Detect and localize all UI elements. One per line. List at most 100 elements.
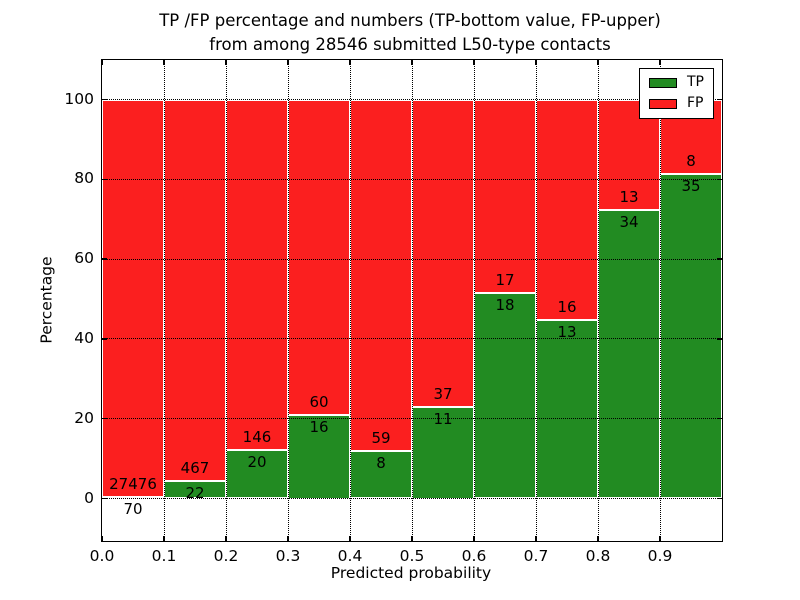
fp-bar-segment xyxy=(474,99,536,294)
x-tick-mark xyxy=(163,536,165,541)
legend: TP FP xyxy=(639,68,714,119)
y-tick-mark xyxy=(102,178,107,181)
x-tick-label: 0.2 xyxy=(213,547,239,565)
y-tick-mark-right xyxy=(717,497,722,500)
tp-legend-label: TP xyxy=(687,74,704,90)
x-tick-label: 0.7 xyxy=(523,547,549,565)
x-tick-mark-top xyxy=(349,60,351,65)
chart-title: TP /FP percentage and numbers (TP-bottom… xyxy=(90,9,730,56)
tp-count-label: 70 xyxy=(123,500,143,519)
fp-bar-segment xyxy=(226,99,288,451)
tp-bar-segment xyxy=(536,319,598,499)
x-tick-mark xyxy=(101,536,103,541)
y-tick-mark xyxy=(102,497,107,500)
x-tick-mark xyxy=(287,536,289,541)
x-tick-mark xyxy=(225,536,227,541)
fp-legend-swatch xyxy=(649,98,677,109)
grid-line-v xyxy=(163,60,165,541)
y-tick-mark-right xyxy=(717,338,722,340)
fp-count-label: 59 xyxy=(371,428,391,447)
y-tick-mark xyxy=(102,98,107,101)
fp-count-label: 27476 xyxy=(109,475,157,494)
x-tick-label: 0.4 xyxy=(337,547,363,565)
y-tick-mark xyxy=(102,338,107,340)
legend-item-fp: FP xyxy=(649,96,704,111)
y-tick-mark-right xyxy=(717,417,722,420)
fp-legend-label: FP xyxy=(687,95,704,111)
x-tick-mark-top xyxy=(101,60,103,65)
fp-bar-segment xyxy=(536,99,598,320)
fp-count-label: 60 xyxy=(309,392,329,411)
x-tick-mark-top xyxy=(225,60,227,65)
x-tick-mark-top xyxy=(411,60,413,65)
x-axis-label: Predicted probability xyxy=(330,564,492,582)
x-tick-label: 0.8 xyxy=(585,547,611,565)
x-tick-label: 0.6 xyxy=(461,547,487,565)
chart-title-line2: from among 28546 submitted L50-type cont… xyxy=(209,34,611,54)
y-tick-mark xyxy=(102,417,107,420)
x-tick-mark-top xyxy=(659,60,661,65)
chart-title-line1: TP /FP percentage and numbers (TP-bottom… xyxy=(159,11,661,30)
tp-count-label: 8 xyxy=(376,453,386,472)
y-axis-label-wrap: Percentage xyxy=(27,59,67,540)
tp-count-label: 34 xyxy=(619,212,639,231)
y-tick-label: 100 xyxy=(64,89,94,108)
x-tick-mark xyxy=(659,536,661,541)
fp-count-label: 8 xyxy=(686,151,696,170)
x-tick-label: 0.5 xyxy=(399,547,425,565)
fp-bar-segment xyxy=(412,99,474,408)
grid-line-v xyxy=(287,60,289,541)
fp-count-label: 467 xyxy=(180,458,210,477)
tp-bar-segment xyxy=(412,407,474,499)
tp-count-label: 35 xyxy=(681,176,701,195)
tp-count-label: 22 xyxy=(185,483,205,502)
y-tick-label: 20 xyxy=(74,408,94,427)
tp-count-label: 18 xyxy=(495,296,515,315)
grid-line-v xyxy=(411,60,413,541)
x-tick-mark xyxy=(535,536,537,541)
x-tick-mark xyxy=(349,536,351,541)
x-tick-mark-top xyxy=(597,60,599,65)
x-tick-mark-top xyxy=(473,60,475,65)
tp-bar-segment xyxy=(350,450,412,499)
x-tick-mark xyxy=(597,536,599,541)
fp-count-label: 37 xyxy=(433,385,453,404)
fp-count-label: 13 xyxy=(619,187,639,206)
y-tick-mark-right xyxy=(717,98,722,101)
tp-bar-segment xyxy=(226,450,288,499)
x-tick-label: 0.1 xyxy=(151,547,177,565)
tp-count-label: 13 xyxy=(557,322,577,341)
tp-bar-segment xyxy=(598,209,660,499)
plot-area: TP FP 27476 70 467 22 146 20 60 16 59 8 37 11 17 18 16… xyxy=(64,59,723,565)
tp-bar-segment xyxy=(474,293,536,499)
tp-count-label: 16 xyxy=(309,417,329,436)
x-tick-mark xyxy=(473,536,475,541)
x-tick-label: 0.3 xyxy=(275,547,301,565)
fp-count-label: 17 xyxy=(495,271,515,290)
tp-legend-swatch xyxy=(649,77,677,88)
x-tick-label: 0.0 xyxy=(89,547,115,565)
grid-line-v xyxy=(535,60,537,541)
grid-line-v xyxy=(473,60,475,541)
grid-line-v xyxy=(597,60,599,541)
legend-item-tp: TP xyxy=(649,75,704,90)
fp-bar-segment xyxy=(102,99,164,498)
tp-bar-segment xyxy=(660,173,722,499)
x-tick-mark xyxy=(411,536,413,541)
grid-line-v xyxy=(349,60,351,541)
tp-count-label: 20 xyxy=(247,453,267,472)
fp-count-label: 146 xyxy=(242,428,272,447)
grid-line-v xyxy=(225,60,227,541)
fp-count-label: 16 xyxy=(557,297,577,316)
y-tick-mark xyxy=(102,258,107,260)
fp-bar-segment xyxy=(164,99,226,481)
x-tick-mark-top xyxy=(535,60,537,65)
grid-line-v xyxy=(659,60,661,541)
x-tick-mark-top xyxy=(287,60,289,65)
x-tick-label: 0.9 xyxy=(647,547,673,565)
x-tick-mark-top xyxy=(163,60,165,65)
tp-count-label: 11 xyxy=(433,410,453,429)
y-tick-mark-right xyxy=(717,178,722,181)
y-tick-label: 0 xyxy=(84,488,94,507)
